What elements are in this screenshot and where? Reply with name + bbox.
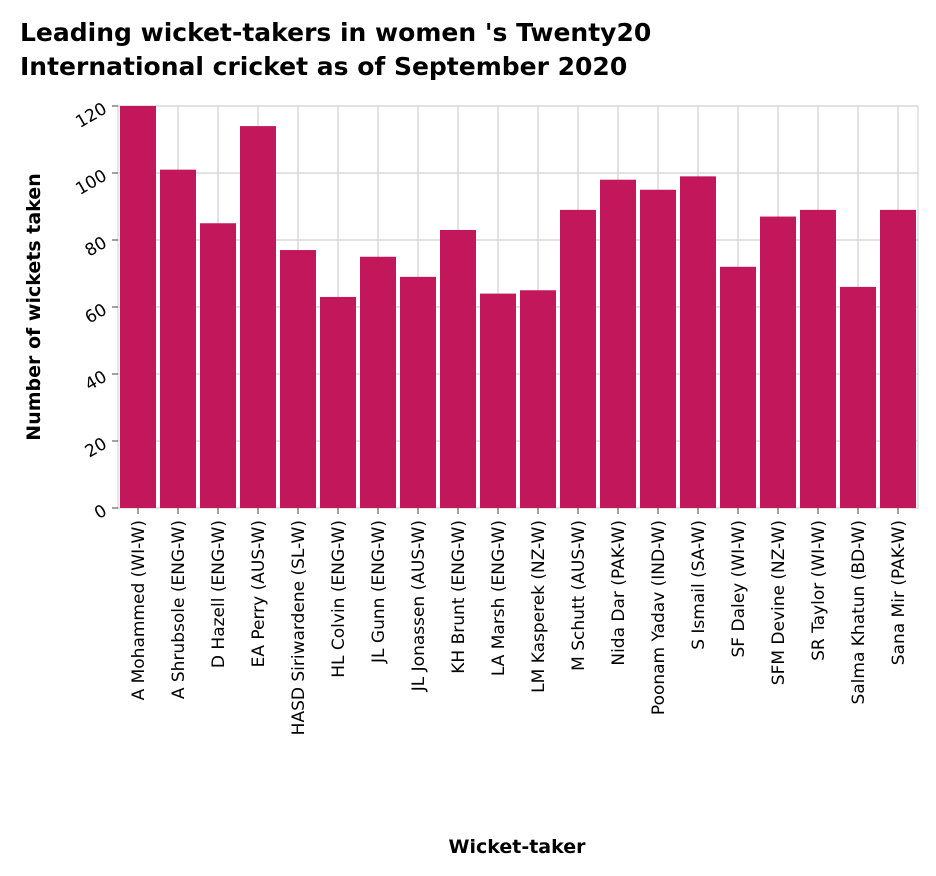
bar [520,290,556,508]
x-tick-label: SF Daley (WI-W) [729,520,749,657]
y-tick-label: 20 [82,434,111,462]
bar [240,126,276,508]
x-tick-label: SR Taylor (WI-W) [809,520,829,661]
x-tick-label: Sana Mir (PAK-W) [889,520,909,665]
x-tick-label: S Ismail (SA-W) [689,520,709,650]
bar [360,257,396,508]
bar [160,170,196,508]
bar [480,294,516,508]
x-tick-label: LM Kasperek (NZ-W) [529,520,549,693]
bar [600,180,636,508]
bar [400,277,436,508]
x-axis-title: Wicket-taker [449,836,587,858]
x-tick-label: HL Colvin (ENG-W) [329,520,349,678]
y-tick-label: 60 [82,300,111,328]
x-tick-label: EA Perry (AUS-W) [249,520,269,667]
x-tick-label: HASD Siriwardene (SL-W) [289,520,309,735]
x-tick-label: Salma Khatun (BD-W) [849,520,869,705]
bar [800,210,836,508]
x-tick-label: JL Jonassen (AUS-W) [409,520,429,692]
x-tick-label: JL Gunn (ENG-W) [369,520,389,664]
y-tick-label: 120 [72,99,110,133]
bar [560,210,596,508]
grid [118,106,918,508]
y-tick-label: 40 [82,367,111,395]
y-tick-label: 100 [72,166,110,200]
bar [200,223,236,508]
y-tick-label: 0 [91,501,110,524]
x-tick-label: KH Brunt (ENG-W) [449,520,469,674]
bar [120,106,156,508]
y-axis-title: Number of wickets taken [23,173,45,440]
y-tick-label: 80 [82,233,111,261]
bar [720,267,756,508]
bar [760,217,796,508]
x-tick-label: M Schutt (AUS-W) [569,520,589,671]
bar [440,230,476,508]
x-tick-label: Nida Dar (PAK-W) [609,520,629,666]
x-tick-label: SFM Devine (NZ-W) [769,520,789,685]
x-tick-label: A Shrubsole (ENG-W) [169,520,189,699]
x-tick-label: Poonam Yadav (IND-W) [649,520,669,715]
x-tick-label: D Hazell (ENG-W) [209,520,229,668]
bar [840,287,876,508]
bar [320,297,356,508]
x-tick-label: A Mohammed (WI-W) [129,520,149,700]
bar [880,210,916,508]
bar [640,190,676,508]
x-tick-label: LA Marsh (ENG-W) [489,520,509,676]
x-axis: A Mohammed (WI-W) A Shrubsole (ENG-W) D Ha… [129,508,909,735]
y-axis: 0 20 40 60 80 100 120 [72,99,118,524]
bar [280,250,316,508]
bar [680,176,716,508]
